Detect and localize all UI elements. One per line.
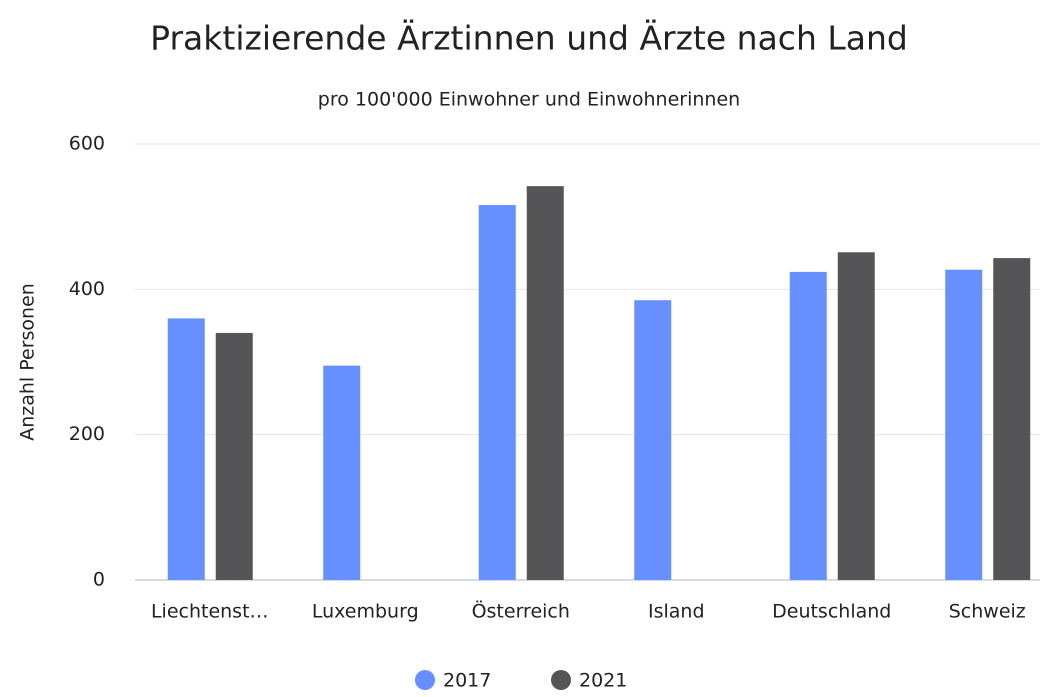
y-tick-label: 400: [69, 278, 105, 300]
bar: [837, 252, 875, 581]
x-tick-label: Island: [648, 601, 705, 623]
x-tick-label: Liechtenst…: [151, 601, 269, 623]
x-tick-label: Österreich: [472, 600, 570, 623]
bar: [323, 365, 361, 580]
x-tick-label: Schweiz: [949, 601, 1026, 623]
legend-marker: [415, 670, 435, 690]
y-axis-label: Anzahl Personen: [17, 283, 39, 441]
bar: [167, 318, 205, 580]
bar: [215, 332, 253, 580]
x-tick-label: Deutschland: [772, 601, 891, 623]
bar: [993, 258, 1031, 580]
legend-label: 2021: [579, 670, 627, 692]
bar: [478, 205, 516, 581]
bar: [526, 186, 564, 580]
chart-title: Praktizierende Ärztinnen und Ärzte nach …: [150, 19, 908, 58]
y-tick-label: 200: [69, 423, 105, 445]
bar: [945, 269, 983, 580]
chart-subtitle: pro 100'000 Einwohner und Einwohnerinnen: [318, 89, 740, 111]
legend-label: 2017: [443, 670, 491, 692]
y-tick-label: 600: [69, 133, 105, 155]
bar: [634, 300, 672, 580]
bar: [789, 271, 827, 580]
x-tick-label: Luxemburg: [312, 601, 419, 623]
legend-marker: [551, 670, 571, 690]
y-tick-label: 0: [93, 569, 105, 591]
